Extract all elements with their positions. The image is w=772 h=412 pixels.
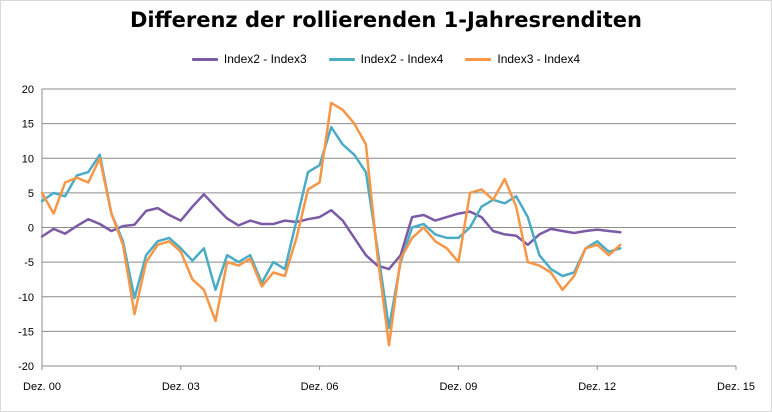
y-tick-label: 5 bbox=[28, 188, 34, 200]
y-tick-label: 0 bbox=[28, 223, 34, 235]
legend-item-index3-index4: Index3 - Index4 bbox=[465, 52, 580, 66]
x-tick-label: Dez. 09 bbox=[439, 381, 477, 393]
y-tick-label: -10 bbox=[18, 292, 34, 304]
legend-label-index3-index4: Index3 - Index4 bbox=[497, 52, 581, 66]
x-tick-label: Dez. 00 bbox=[23, 381, 61, 393]
legend-swatch-index2-index4 bbox=[328, 57, 355, 61]
legend-swatch-index3-index4 bbox=[465, 57, 492, 61]
legend-label-index2-index4: Index2 - Index4 bbox=[360, 52, 444, 66]
legend: Index2 - Index3 Index2 - Index4 Index3 -… bbox=[0, 52, 772, 66]
y-tick-label: -5 bbox=[24, 257, 34, 269]
legend-item-index2-index3: Index2 - Index3 bbox=[191, 52, 307, 66]
x-tick-label: Dez. 06 bbox=[301, 381, 339, 393]
chart-title: Differenz der rollierenden 1-Jahresrendi… bbox=[130, 8, 642, 32]
x-tick-label: Dez. 15 bbox=[717, 381, 755, 393]
y-tick-label: -20 bbox=[18, 361, 34, 373]
y-tick-label: 20 bbox=[22, 84, 34, 96]
x-tick-label: Dez. 03 bbox=[162, 381, 200, 393]
x-tick-label: Dez. 12 bbox=[578, 381, 616, 393]
series-line-1 bbox=[40, 193, 622, 271]
y-tick-label: 15 bbox=[22, 119, 34, 131]
legend-label-index2-index3: Index2 - Index3 bbox=[223, 52, 307, 66]
series-line-3 bbox=[40, 101, 622, 347]
y-tick-label: 10 bbox=[22, 153, 34, 165]
y-tick-label: -15 bbox=[18, 326, 34, 338]
series-line-2 bbox=[40, 125, 622, 330]
legend-item-index2-index4: Index2 - Index4 bbox=[328, 52, 444, 66]
legend-swatch-index2-index3 bbox=[191, 57, 218, 61]
